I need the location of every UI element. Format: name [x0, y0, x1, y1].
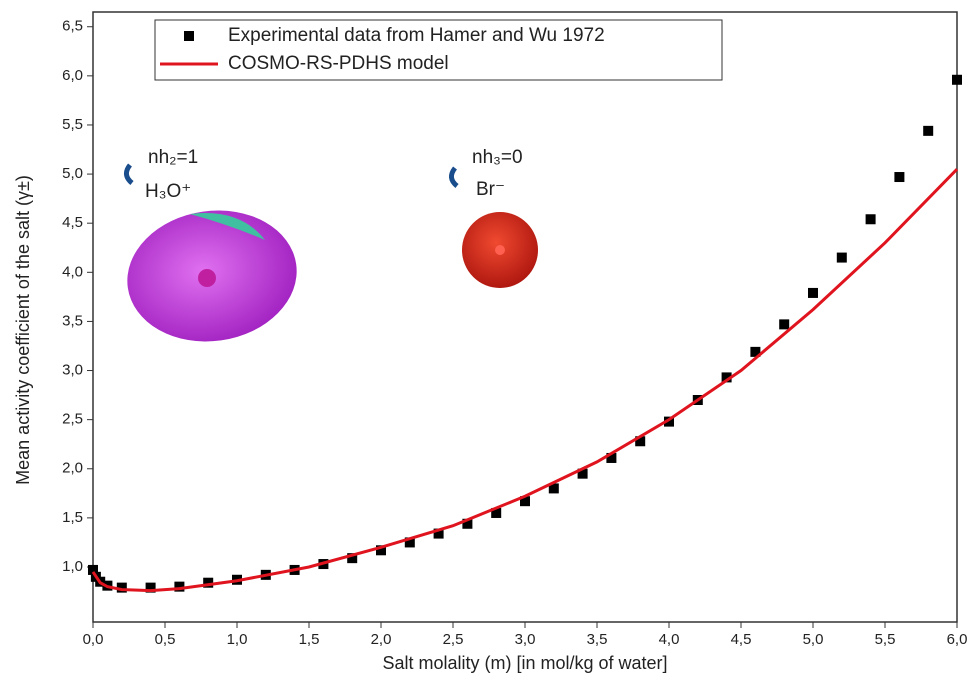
data-point: [462, 518, 473, 529]
data-point: [577, 468, 588, 479]
x-tick-label: 4,5: [731, 631, 752, 648]
x-tick-label: 0,0: [83, 631, 104, 648]
y-axis-label: Mean activity coefficient of the salt (γ…: [13, 175, 33, 485]
data-point: [116, 582, 127, 593]
br-ion: [462, 212, 538, 288]
y-tick-label: 2,5: [62, 411, 83, 428]
data-point: [865, 214, 876, 225]
x-tick-label: 3,5: [587, 631, 608, 648]
data-point: [721, 372, 732, 383]
y-tick-label: 1,5: [62, 509, 83, 526]
legend-label: COSMO-RS-PDHS model: [228, 53, 449, 74]
x-tick-label: 3,0: [515, 631, 536, 648]
x-tick-label: 2,0: [371, 631, 392, 648]
data-point: [88, 564, 98, 575]
data-point: [606, 452, 617, 463]
y-tick-label: 4,5: [62, 214, 83, 231]
rotation-arrow: [449, 166, 459, 188]
data-point: [376, 545, 386, 556]
data-point: [548, 483, 559, 494]
data-point: [894, 172, 905, 183]
legend-label: Experimental data from Hamer and Wu 1972: [228, 25, 605, 46]
y-tick-label: 2,0: [62, 460, 83, 477]
data-point: [779, 319, 790, 330]
x-axis-label: Salt molality (m) [in mol/kg of water]: [382, 653, 667, 673]
x-tick-label: 1,5: [299, 631, 320, 648]
x-tick-label: 4,0: [659, 631, 680, 648]
x-tick-label: 6,0: [947, 631, 968, 648]
data-point: [145, 582, 156, 593]
x-tick-label: 1,0: [227, 631, 248, 648]
annotation: nh₃=0: [472, 147, 523, 168]
annotation: Br⁻: [476, 179, 505, 200]
model-line: [91, 168, 959, 593]
data-point: [174, 581, 185, 592]
data-point: [836, 252, 847, 263]
data-point: [433, 528, 444, 539]
data-point: [491, 507, 502, 518]
y-tick-label: 3,0: [62, 362, 83, 379]
x-tick-label: 2,5: [443, 631, 464, 648]
x-tick-label: 5,5: [875, 631, 896, 648]
y-tick-label: 6,5: [62, 18, 83, 35]
legend-swatch: [184, 31, 194, 41]
data-point: [347, 553, 358, 564]
x-tick-label: 0,5: [155, 631, 176, 648]
x-tick-label: 5,0: [803, 631, 824, 648]
data-point: [404, 537, 415, 548]
data-point: [923, 125, 934, 136]
data-point: [808, 287, 818, 298]
y-tick-label: 1,0: [62, 558, 83, 575]
data-point: [203, 577, 214, 588]
data-point: [635, 436, 646, 447]
data-point: [952, 74, 962, 85]
y-tick-label: 6,0: [62, 67, 83, 84]
y-tick-label: 4,0: [62, 263, 83, 280]
annotation: H₃O⁺: [145, 181, 191, 202]
data-point: [750, 346, 761, 357]
h3o-molecule: [127, 210, 297, 342]
annotation: nh₂=1: [148, 147, 198, 168]
y-tick-label: 3,5: [62, 312, 83, 329]
legend: [154, 19, 723, 81]
y-tick-label: 5,0: [62, 165, 83, 182]
y-tick-label: 5,5: [62, 116, 83, 133]
data-point: [520, 496, 530, 507]
data-point: [664, 416, 674, 427]
rotation-arrow: [124, 163, 134, 185]
